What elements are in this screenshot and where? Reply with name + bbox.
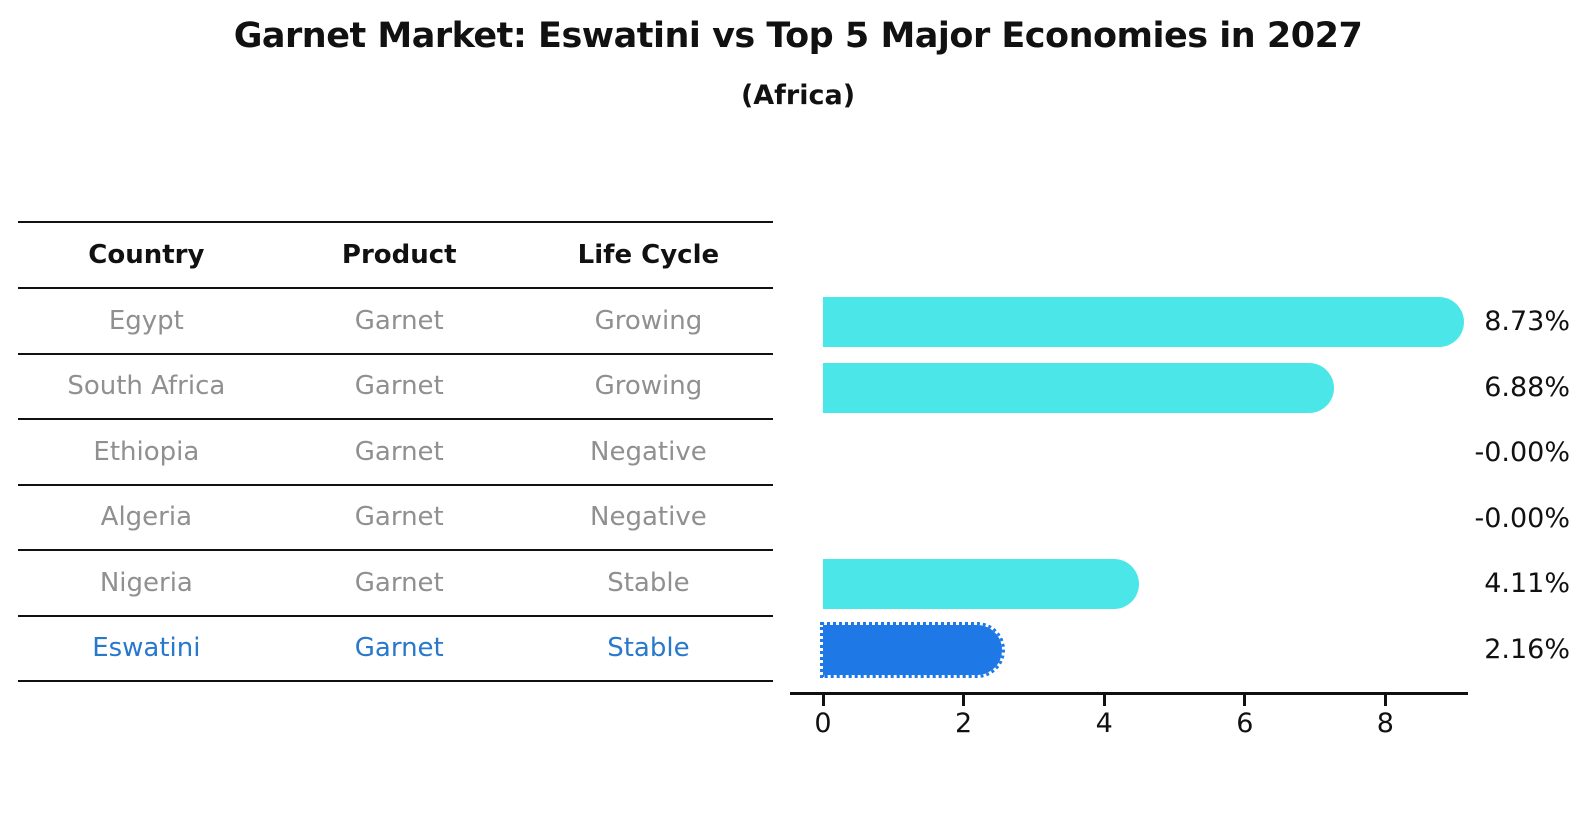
x-axis-line: [790, 692, 1468, 695]
value-label-algeria: -0.00%: [1474, 502, 1570, 534]
bar-eswatini: [820, 621, 1005, 678]
value-label-south-africa: 6.88%: [1484, 371, 1570, 403]
cell-life-cycle: Stable: [607, 567, 690, 598]
x-tick-mark-6: [1243, 695, 1247, 706]
cell-life-cycle: Growing: [594, 371, 703, 402]
x-tick-label-4: 4: [1095, 708, 1113, 739]
table-row-egypt: Egypt Garnet Growing: [18, 289, 773, 355]
x-tick-mark-0: [821, 695, 825, 706]
cell-life-cycle: Negative: [590, 502, 707, 533]
table-header-row: Country Product Life Cycle: [18, 221, 773, 289]
cell-life-cycle: Negative: [590, 436, 707, 467]
x-tick-mark-2: [962, 695, 966, 706]
x-tick-label-0: 0: [814, 708, 832, 739]
x-tick-label-6: 6: [1236, 708, 1254, 739]
value-label-ethiopia: -0.00%: [1474, 437, 1570, 468]
table-row-nigeria: Nigeria Garnet Stable: [18, 551, 773, 617]
value-label-eswatini: 2.16%: [1484, 633, 1570, 665]
table-row-south-africa: South Africa Garnet Growing: [18, 355, 773, 420]
value-label-egypt: 8.73%: [1484, 306, 1570, 337]
cell-product: Garnet: [354, 371, 444, 402]
table-header-country: Country: [88, 240, 205, 270]
cell-life-cycle: Growing: [594, 305, 703, 336]
chart-title: Garnet Market: Eswatini vs Top 5 Major E…: [233, 16, 1363, 56]
country-table: Country Product Life Cycle Egypt Garnet Gr…: [18, 221, 773, 682]
cell-product: Garnet: [354, 305, 444, 336]
chart-subtitle: (Africa): [740, 80, 856, 111]
cell-country: Egypt: [108, 305, 184, 336]
cell-country: Eswatini: [92, 633, 201, 664]
x-tick-mark-8: [1383, 695, 1387, 706]
value-label-nigeria: 4.11%: [1484, 568, 1570, 599]
cell-country: South Africa: [67, 371, 226, 402]
table-row-ethiopia: Ethiopia Garnet Negative: [18, 420, 773, 486]
cell-country: Ethiopia: [93, 436, 200, 467]
cell-product: Garnet: [354, 633, 444, 664]
bar-nigeria: [823, 559, 1139, 609]
table-row-eswatini: Eswatini Garnet Stable: [18, 617, 773, 682]
cell-country: Algeria: [100, 502, 193, 533]
table-row-algeria: Algeria Garnet Negative: [18, 486, 773, 551]
table-header-product: Product: [341, 240, 457, 270]
cell-product: Garnet: [354, 436, 444, 467]
cell-product: Garnet: [354, 567, 444, 598]
x-tick-label-2: 2: [955, 708, 973, 739]
cell-country: Nigeria: [99, 567, 193, 598]
table-body: Egypt Garnet Growing South Africa Garnet Grow…: [18, 289, 773, 682]
table-header-life-cycle: Life Cycle: [577, 240, 720, 270]
x-tick-mark-4: [1102, 695, 1106, 706]
bar-egypt: [823, 297, 1464, 347]
cell-product: Garnet: [354, 502, 444, 533]
x-tick-label-8: 8: [1376, 708, 1394, 739]
bar-south-africa: [823, 362, 1334, 413]
cell-life-cycle: Stable: [607, 633, 690, 664]
